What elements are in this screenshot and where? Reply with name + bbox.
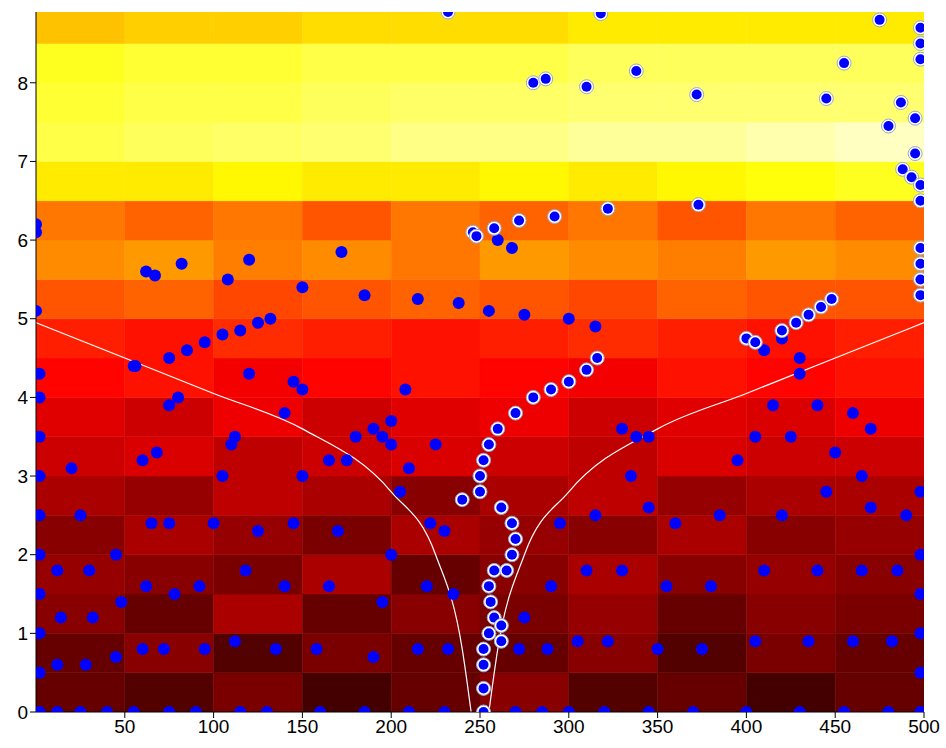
- svg-text:0: 0: [17, 702, 28, 723]
- svg-text:250: 250: [464, 716, 496, 737]
- svg-text:6: 6: [17, 230, 28, 251]
- svg-text:2: 2: [17, 544, 28, 565]
- svg-text:5: 5: [17, 308, 28, 329]
- svg-text:450: 450: [819, 716, 851, 737]
- svg-text:200: 200: [375, 716, 407, 737]
- svg-text:150: 150: [287, 716, 319, 737]
- svg-text:4: 4: [17, 387, 28, 408]
- svg-text:350: 350: [642, 716, 674, 737]
- svg-text:3: 3: [17, 466, 28, 487]
- svg-text:1: 1: [17, 623, 28, 644]
- svg-text:8: 8: [17, 73, 28, 94]
- svg-text:100: 100: [198, 716, 230, 737]
- svg-text:400: 400: [731, 716, 763, 737]
- svg-text:500: 500: [908, 716, 940, 737]
- svg-text:7: 7: [17, 151, 28, 172]
- svg-text:50: 50: [114, 716, 135, 737]
- svg-text:300: 300: [553, 716, 585, 737]
